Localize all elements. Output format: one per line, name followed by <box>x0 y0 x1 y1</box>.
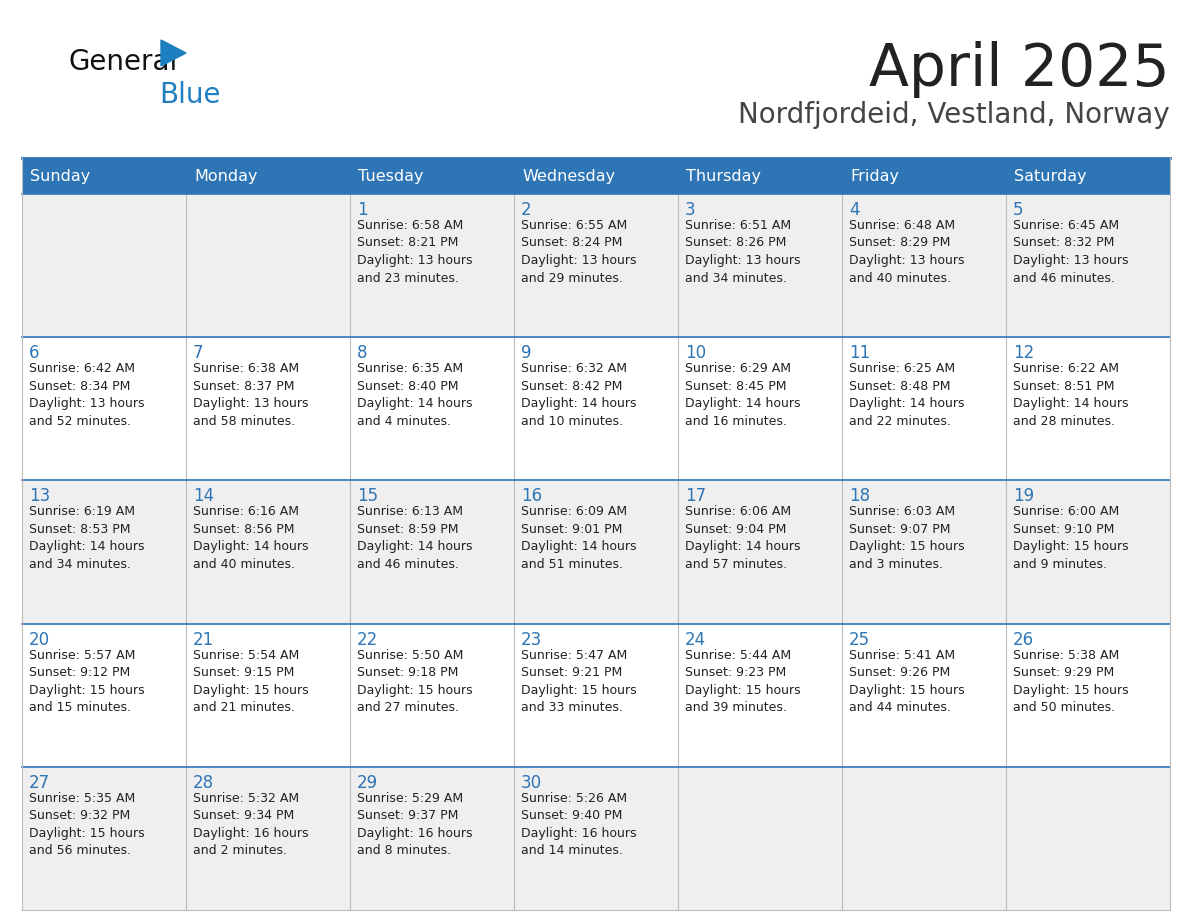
Text: 2: 2 <box>522 201 531 219</box>
Text: Sunrise: 5:54 AM
Sunset: 9:15 PM
Daylight: 15 hours
and 21 minutes.: Sunrise: 5:54 AM Sunset: 9:15 PM Dayligh… <box>192 649 309 714</box>
Text: Nordfjordeid, Vestland, Norway: Nordfjordeid, Vestland, Norway <box>739 101 1170 129</box>
Text: Blue: Blue <box>159 81 221 109</box>
Text: 19: 19 <box>1013 487 1034 506</box>
Text: Sunrise: 6:09 AM
Sunset: 9:01 PM
Daylight: 14 hours
and 51 minutes.: Sunrise: 6:09 AM Sunset: 9:01 PM Dayligh… <box>522 506 637 571</box>
Text: 11: 11 <box>849 344 871 363</box>
Text: Sunrise: 5:32 AM
Sunset: 9:34 PM
Daylight: 16 hours
and 2 minutes.: Sunrise: 5:32 AM Sunset: 9:34 PM Dayligh… <box>192 792 309 857</box>
Text: Sunrise: 6:38 AM
Sunset: 8:37 PM
Daylight: 13 hours
and 58 minutes.: Sunrise: 6:38 AM Sunset: 8:37 PM Dayligh… <box>192 363 309 428</box>
Text: Sunrise: 5:47 AM
Sunset: 9:21 PM
Daylight: 15 hours
and 33 minutes.: Sunrise: 5:47 AM Sunset: 9:21 PM Dayligh… <box>522 649 637 714</box>
Text: Sunrise: 6:35 AM
Sunset: 8:40 PM
Daylight: 14 hours
and 4 minutes.: Sunrise: 6:35 AM Sunset: 8:40 PM Dayligh… <box>358 363 473 428</box>
Text: Saturday: Saturday <box>1015 169 1087 184</box>
Text: Sunrise: 5:38 AM
Sunset: 9:29 PM
Daylight: 15 hours
and 50 minutes.: Sunrise: 5:38 AM Sunset: 9:29 PM Dayligh… <box>1013 649 1129 714</box>
Text: 30: 30 <box>522 774 542 792</box>
Text: Sunrise: 6:19 AM
Sunset: 8:53 PM
Daylight: 14 hours
and 34 minutes.: Sunrise: 6:19 AM Sunset: 8:53 PM Dayligh… <box>29 506 145 571</box>
Text: 29: 29 <box>358 774 378 792</box>
Text: Sunrise: 5:44 AM
Sunset: 9:23 PM
Daylight: 15 hours
and 39 minutes.: Sunrise: 5:44 AM Sunset: 9:23 PM Dayligh… <box>685 649 801 714</box>
Text: Sunrise: 6:00 AM
Sunset: 9:10 PM
Daylight: 15 hours
and 9 minutes.: Sunrise: 6:00 AM Sunset: 9:10 PM Dayligh… <box>1013 506 1129 571</box>
Text: 22: 22 <box>358 631 378 649</box>
Text: Tuesday: Tuesday <box>358 169 423 184</box>
Text: Sunrise: 5:29 AM
Sunset: 9:37 PM
Daylight: 16 hours
and 8 minutes.: Sunrise: 5:29 AM Sunset: 9:37 PM Dayligh… <box>358 792 473 857</box>
Text: General: General <box>68 48 177 76</box>
Text: 17: 17 <box>685 487 706 506</box>
Text: Sunrise: 6:51 AM
Sunset: 8:26 PM
Daylight: 13 hours
and 34 minutes.: Sunrise: 6:51 AM Sunset: 8:26 PM Dayligh… <box>685 219 801 285</box>
Text: Sunrise: 6:25 AM
Sunset: 8:48 PM
Daylight: 14 hours
and 22 minutes.: Sunrise: 6:25 AM Sunset: 8:48 PM Dayligh… <box>849 363 965 428</box>
Text: 16: 16 <box>522 487 542 506</box>
Text: 14: 14 <box>192 487 214 506</box>
Text: 5: 5 <box>1013 201 1024 219</box>
Text: 13: 13 <box>29 487 50 506</box>
Text: Sunrise: 5:41 AM
Sunset: 9:26 PM
Daylight: 15 hours
and 44 minutes.: Sunrise: 5:41 AM Sunset: 9:26 PM Dayligh… <box>849 649 965 714</box>
Text: Friday: Friday <box>849 169 899 184</box>
Text: Sunrise: 6:22 AM
Sunset: 8:51 PM
Daylight: 14 hours
and 28 minutes.: Sunrise: 6:22 AM Sunset: 8:51 PM Dayligh… <box>1013 363 1129 428</box>
Text: Sunrise: 6:55 AM
Sunset: 8:24 PM
Daylight: 13 hours
and 29 minutes.: Sunrise: 6:55 AM Sunset: 8:24 PM Dayligh… <box>522 219 637 285</box>
Text: 27: 27 <box>29 774 50 792</box>
Bar <box>23 158 1170 194</box>
Text: Sunrise: 6:45 AM
Sunset: 8:32 PM
Daylight: 13 hours
and 46 minutes.: Sunrise: 6:45 AM Sunset: 8:32 PM Dayligh… <box>1013 219 1129 285</box>
Bar <box>23 623 1170 767</box>
Bar <box>23 194 1170 337</box>
Text: Sunrise: 6:58 AM
Sunset: 8:21 PM
Daylight: 13 hours
and 23 minutes.: Sunrise: 6:58 AM Sunset: 8:21 PM Dayligh… <box>358 219 473 285</box>
Text: Monday: Monday <box>194 169 258 184</box>
Text: 10: 10 <box>685 344 706 363</box>
Text: Sunrise: 6:16 AM
Sunset: 8:56 PM
Daylight: 14 hours
and 40 minutes.: Sunrise: 6:16 AM Sunset: 8:56 PM Dayligh… <box>192 506 309 571</box>
Bar <box>23 480 1170 623</box>
Text: 23: 23 <box>522 631 542 649</box>
Text: Sunrise: 6:29 AM
Sunset: 8:45 PM
Daylight: 14 hours
and 16 minutes.: Sunrise: 6:29 AM Sunset: 8:45 PM Dayligh… <box>685 363 801 428</box>
Polygon shape <box>162 40 187 66</box>
Text: Sunrise: 6:13 AM
Sunset: 8:59 PM
Daylight: 14 hours
and 46 minutes.: Sunrise: 6:13 AM Sunset: 8:59 PM Dayligh… <box>358 506 473 571</box>
Text: 9: 9 <box>522 344 531 363</box>
Text: 12: 12 <box>1013 344 1035 363</box>
Text: Sunrise: 5:57 AM
Sunset: 9:12 PM
Daylight: 15 hours
and 15 minutes.: Sunrise: 5:57 AM Sunset: 9:12 PM Dayligh… <box>29 649 145 714</box>
Text: 1: 1 <box>358 201 367 219</box>
Text: 26: 26 <box>1013 631 1034 649</box>
Text: 18: 18 <box>849 487 870 506</box>
Text: Sunrise: 5:26 AM
Sunset: 9:40 PM
Daylight: 16 hours
and 14 minutes.: Sunrise: 5:26 AM Sunset: 9:40 PM Dayligh… <box>522 792 637 857</box>
Text: 15: 15 <box>358 487 378 506</box>
Text: Sunday: Sunday <box>30 169 90 184</box>
Text: 20: 20 <box>29 631 50 649</box>
Text: 28: 28 <box>192 774 214 792</box>
Text: 24: 24 <box>685 631 706 649</box>
Text: Sunrise: 6:06 AM
Sunset: 9:04 PM
Daylight: 14 hours
and 57 minutes.: Sunrise: 6:06 AM Sunset: 9:04 PM Dayligh… <box>685 506 801 571</box>
Text: Sunrise: 5:50 AM
Sunset: 9:18 PM
Daylight: 15 hours
and 27 minutes.: Sunrise: 5:50 AM Sunset: 9:18 PM Dayligh… <box>358 649 473 714</box>
Text: Sunrise: 6:48 AM
Sunset: 8:29 PM
Daylight: 13 hours
and 40 minutes.: Sunrise: 6:48 AM Sunset: 8:29 PM Dayligh… <box>849 219 965 285</box>
Text: Sunrise: 6:03 AM
Sunset: 9:07 PM
Daylight: 15 hours
and 3 minutes.: Sunrise: 6:03 AM Sunset: 9:07 PM Dayligh… <box>849 506 965 571</box>
Text: April 2025: April 2025 <box>870 41 1170 98</box>
Text: Sunrise: 6:42 AM
Sunset: 8:34 PM
Daylight: 13 hours
and 52 minutes.: Sunrise: 6:42 AM Sunset: 8:34 PM Dayligh… <box>29 363 145 428</box>
Text: 8: 8 <box>358 344 367 363</box>
Text: 4: 4 <box>849 201 859 219</box>
Bar <box>23 767 1170 910</box>
Text: 3: 3 <box>685 201 696 219</box>
Text: 25: 25 <box>849 631 870 649</box>
Text: 7: 7 <box>192 344 203 363</box>
Text: 21: 21 <box>192 631 214 649</box>
Text: Sunrise: 5:35 AM
Sunset: 9:32 PM
Daylight: 15 hours
and 56 minutes.: Sunrise: 5:35 AM Sunset: 9:32 PM Dayligh… <box>29 792 145 857</box>
Bar <box>23 337 1170 480</box>
Text: Thursday: Thursday <box>685 169 762 184</box>
Text: Sunrise: 6:32 AM
Sunset: 8:42 PM
Daylight: 14 hours
and 10 minutes.: Sunrise: 6:32 AM Sunset: 8:42 PM Dayligh… <box>522 363 637 428</box>
Text: Wednesday: Wednesday <box>522 169 615 184</box>
Text: 6: 6 <box>29 344 39 363</box>
